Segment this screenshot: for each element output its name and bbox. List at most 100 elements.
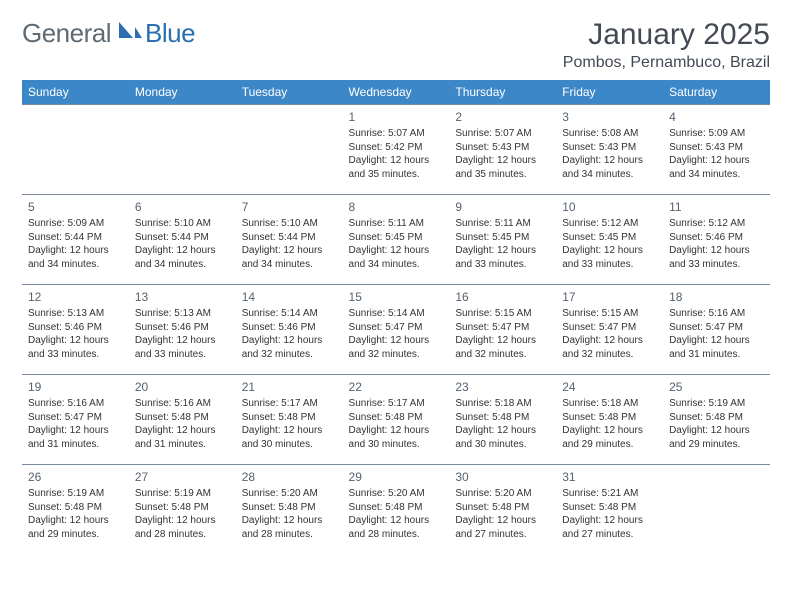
sunset-line: Sunset: 5:46 PM (669, 231, 764, 245)
day-number: 21 (242, 379, 337, 395)
daylight-line: Daylight: 12 hours and 33 minutes. (135, 334, 230, 361)
sunset-line: Sunset: 5:48 PM (349, 501, 444, 515)
day-cell: 10Sunrise: 5:12 AMSunset: 5:45 PMDayligh… (556, 195, 663, 285)
sunrise-line: Sunrise: 5:15 AM (455, 307, 550, 321)
day-cell: 31Sunrise: 5:21 AMSunset: 5:48 PMDayligh… (556, 465, 663, 555)
sunrise-line: Sunrise: 5:20 AM (349, 487, 444, 501)
day-number: 4 (669, 109, 764, 125)
day-cell: 7Sunrise: 5:10 AMSunset: 5:44 PMDaylight… (236, 195, 343, 285)
day-header: Monday (129, 80, 236, 105)
sunset-line: Sunset: 5:47 PM (455, 321, 550, 335)
week-row: 12Sunrise: 5:13 AMSunset: 5:46 PMDayligh… (22, 285, 770, 375)
sunrise-line: Sunrise: 5:14 AM (242, 307, 337, 321)
day-cell: 29Sunrise: 5:20 AMSunset: 5:48 PMDayligh… (343, 465, 450, 555)
day-number: 2 (455, 109, 550, 125)
title-block: January 2025 Pombos, Pernambuco, Brazil (563, 18, 770, 72)
day-number: 27 (135, 469, 230, 485)
day-cell: 14Sunrise: 5:14 AMSunset: 5:46 PMDayligh… (236, 285, 343, 375)
day-cell: 4Sunrise: 5:09 AMSunset: 5:43 PMDaylight… (663, 105, 770, 195)
day-number: 12 (28, 289, 123, 305)
sunset-line: Sunset: 5:48 PM (349, 411, 444, 425)
daylight-line: Daylight: 12 hours and 29 minutes. (28, 514, 123, 541)
daylight-line: Daylight: 12 hours and 29 minutes. (562, 424, 657, 451)
daylight-line: Daylight: 12 hours and 31 minutes. (135, 424, 230, 451)
sunset-line: Sunset: 5:46 PM (135, 321, 230, 335)
sunrise-line: Sunrise: 5:11 AM (455, 217, 550, 231)
daylight-line: Daylight: 12 hours and 32 minutes. (242, 334, 337, 361)
day-header: Friday (556, 80, 663, 105)
day-cell: 11Sunrise: 5:12 AMSunset: 5:46 PMDayligh… (663, 195, 770, 285)
day-cell: 2Sunrise: 5:07 AMSunset: 5:43 PMDaylight… (449, 105, 556, 195)
sunset-line: Sunset: 5:42 PM (349, 141, 444, 155)
daylight-line: Daylight: 12 hours and 31 minutes. (28, 424, 123, 451)
sunset-line: Sunset: 5:48 PM (455, 501, 550, 515)
day-header-row: Sunday Monday Tuesday Wednesday Thursday… (22, 80, 770, 105)
daylight-line: Daylight: 12 hours and 35 minutes. (349, 154, 444, 181)
day-cell: 3Sunrise: 5:08 AMSunset: 5:43 PMDaylight… (556, 105, 663, 195)
daylight-line: Daylight: 12 hours and 28 minutes. (242, 514, 337, 541)
location: Pombos, Pernambuco, Brazil (563, 54, 770, 72)
day-number: 18 (669, 289, 764, 305)
week-row: 26Sunrise: 5:19 AMSunset: 5:48 PMDayligh… (22, 465, 770, 555)
daylight-line: Daylight: 12 hours and 34 minutes. (349, 244, 444, 271)
sunrise-line: Sunrise: 5:17 AM (349, 397, 444, 411)
daylight-line: Daylight: 12 hours and 27 minutes. (455, 514, 550, 541)
logo-text-blue: Blue (145, 18, 195, 49)
day-cell: 19Sunrise: 5:16 AMSunset: 5:47 PMDayligh… (22, 375, 129, 465)
day-number: 28 (242, 469, 337, 485)
sunrise-line: Sunrise: 5:15 AM (562, 307, 657, 321)
sunset-line: Sunset: 5:47 PM (669, 321, 764, 335)
daylight-line: Daylight: 12 hours and 34 minutes. (242, 244, 337, 271)
day-cell: 26Sunrise: 5:19 AMSunset: 5:48 PMDayligh… (22, 465, 129, 555)
daylight-line: Daylight: 12 hours and 30 minutes. (349, 424, 444, 451)
day-header: Sunday (22, 80, 129, 105)
sunrise-line: Sunrise: 5:20 AM (455, 487, 550, 501)
daylight-line: Daylight: 12 hours and 28 minutes. (349, 514, 444, 541)
sunset-line: Sunset: 5:44 PM (135, 231, 230, 245)
day-cell (236, 105, 343, 195)
sunrise-line: Sunrise: 5:11 AM (349, 217, 444, 231)
sunrise-line: Sunrise: 5:19 AM (669, 397, 764, 411)
day-number: 9 (455, 199, 550, 215)
day-number: 20 (135, 379, 230, 395)
sunrise-line: Sunrise: 5:09 AM (28, 217, 123, 231)
day-cell: 8Sunrise: 5:11 AMSunset: 5:45 PMDaylight… (343, 195, 450, 285)
sunrise-line: Sunrise: 5:18 AM (562, 397, 657, 411)
daylight-line: Daylight: 12 hours and 33 minutes. (669, 244, 764, 271)
sunset-line: Sunset: 5:46 PM (28, 321, 123, 335)
day-number: 30 (455, 469, 550, 485)
day-number: 15 (349, 289, 444, 305)
day-cell (129, 105, 236, 195)
day-cell: 28Sunrise: 5:20 AMSunset: 5:48 PMDayligh… (236, 465, 343, 555)
day-cell: 18Sunrise: 5:16 AMSunset: 5:47 PMDayligh… (663, 285, 770, 375)
day-number: 6 (135, 199, 230, 215)
sunrise-line: Sunrise: 5:13 AM (135, 307, 230, 321)
day-number: 16 (455, 289, 550, 305)
day-number: 11 (669, 199, 764, 215)
day-number: 26 (28, 469, 123, 485)
day-cell (663, 465, 770, 555)
week-row: 19Sunrise: 5:16 AMSunset: 5:47 PMDayligh… (22, 375, 770, 465)
header: General Blue January 2025 Pombos, Pernam… (22, 18, 770, 72)
daylight-line: Daylight: 12 hours and 34 minutes. (28, 244, 123, 271)
week-row: 5Sunrise: 5:09 AMSunset: 5:44 PMDaylight… (22, 195, 770, 285)
daylight-line: Daylight: 12 hours and 33 minutes. (562, 244, 657, 271)
day-cell: 25Sunrise: 5:19 AMSunset: 5:48 PMDayligh… (663, 375, 770, 465)
daylight-line: Daylight: 12 hours and 34 minutes. (669, 154, 764, 181)
day-cell: 30 Sunrise: 5:20 AMSunset: 5:48 PMDayligh… (449, 465, 556, 555)
day-cell: 13Sunrise: 5:13 AMSunset: 5:46 PMDayligh… (129, 285, 236, 375)
sunset-line: Sunset: 5:45 PM (349, 231, 444, 245)
daylight-line: Daylight: 12 hours and 29 minutes. (669, 424, 764, 451)
sunrise-line: Sunrise: 5:08 AM (562, 127, 657, 141)
day-number: 17 (562, 289, 657, 305)
day-cell (22, 105, 129, 195)
sunset-line: Sunset: 5:46 PM (242, 321, 337, 335)
logo: General Blue (22, 18, 195, 49)
day-number: 3 (562, 109, 657, 125)
daylight-line: Daylight: 12 hours and 32 minutes. (455, 334, 550, 361)
day-cell: 20Sunrise: 5:16 AMSunset: 5:48 PMDayligh… (129, 375, 236, 465)
sunrise-line: Sunrise: 5:09 AM (669, 127, 764, 141)
daylight-line: Daylight: 12 hours and 27 minutes. (562, 514, 657, 541)
day-number: 19 (28, 379, 123, 395)
day-cell: 27Sunrise: 5:19 AMSunset: 5:48 PMDayligh… (129, 465, 236, 555)
